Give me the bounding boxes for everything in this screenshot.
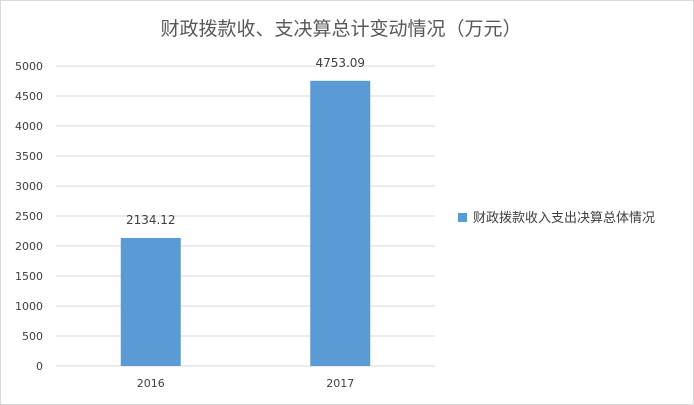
bars: 2134.12 4753.09 — [120, 56, 371, 366]
y-tick-label: 2000 — [15, 240, 43, 253]
y-tick-label: 1000 — [15, 300, 43, 313]
y-tick-label: 4000 — [15, 120, 43, 133]
y-tick-label: 500 — [22, 330, 43, 343]
data-label-2017: 4753.09 — [315, 56, 365, 70]
y-tick-label: 5000 — [15, 60, 43, 73]
y-tick-label: 0 — [36, 360, 43, 373]
x-tick-label: 2016 — [137, 377, 165, 390]
x-axis-ticks: 2016 2017 — [137, 377, 355, 390]
y-axis-ticks: 0 500 1000 1500 2000 2500 3000 3500 4000 4500 5000 — [15, 60, 43, 373]
y-tick-label: 3500 — [15, 150, 43, 163]
y-tick-label: 4500 — [15, 90, 43, 103]
y-tick-label: 3000 — [15, 180, 43, 193]
chart-title: 财政拨款收、支决算总计变动情况（万元） — [160, 18, 521, 40]
y-tick-label: 2500 — [15, 210, 43, 223]
bar-2016 — [120, 237, 181, 366]
legend-swatch — [458, 213, 467, 222]
bar-2017 — [310, 80, 371, 366]
legend: 财政拨款收入支出决算总体情况 — [458, 211, 655, 226]
x-tick-label: 2017 — [326, 377, 354, 390]
gridlines — [56, 65, 435, 367]
legend-label: 财政拨款收入支出决算总体情况 — [473, 211, 655, 226]
y-tick-label: 1500 — [15, 270, 43, 283]
data-label-2016: 2134.12 — [126, 213, 176, 227]
